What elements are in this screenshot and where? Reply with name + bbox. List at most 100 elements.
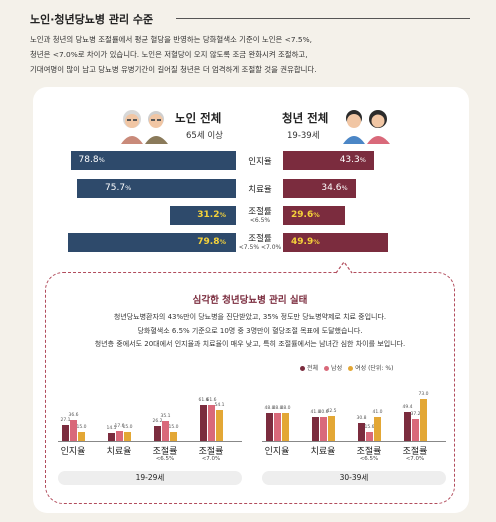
mini-bar-value: 27.1 [60, 418, 71, 424]
youth-bar: 34.6% [283, 179, 356, 198]
youth-bar-value: 29.6% [291, 210, 320, 220]
title-divider [176, 18, 470, 19]
detail-title: 심각한 청년당뇨병 관리 실태 [192, 295, 308, 306]
mini-bar [70, 419, 77, 441]
senior-bar: 78.8% [70, 151, 236, 170]
mini-bar-value: 61.6 [198, 398, 209, 404]
senior-subtitle: 65세 이상 [186, 131, 223, 141]
category-label-text: 조절률 [248, 207, 272, 217]
callout-pointer [335, 260, 353, 274]
youth-bar-value: 49.9% [291, 237, 320, 247]
youth-bar: 43.3% [283, 151, 374, 170]
mini-category-sublabel: <7.0% [405, 456, 425, 462]
mini-bar [374, 417, 381, 441]
mini-bar [108, 432, 115, 441]
detail-line: 당화혈색소 6.5% 기준으로 10명 중 3명만이 혈당조절 목표에 도달했습… [137, 326, 363, 335]
category-sublabel: <7.5% <7.0% [238, 244, 282, 251]
detail-line: 청년당뇨병환자의 43%만이 당뇨병을 진단받았고, 35% 정도만 당뇨병약제… [113, 313, 387, 321]
mini-bar [420, 398, 427, 441]
mini-bar [412, 419, 419, 441]
mini-bar-value: 36.6 [68, 412, 79, 418]
mini-bar [312, 417, 319, 441]
mini-category-sublabel: <6.5% [155, 456, 175, 462]
mini-bar-value: 73.0 [418, 391, 429, 397]
legend: 전체 남성 여성 (단위: %) [300, 363, 393, 372]
mini-bar [274, 413, 281, 441]
category-sublabel: <6.5% [249, 217, 271, 224]
mini-bar-value: 40.6 [318, 410, 329, 416]
mini-bar-value: 49.4 [402, 405, 413, 411]
mini-bar [200, 405, 207, 441]
mini-bar-value: 48.0 [272, 406, 283, 412]
mini-bar [78, 432, 85, 441]
mini-category-label: 인지율 [60, 447, 86, 457]
category-label-text: 치료율 [248, 185, 272, 195]
mini-bar-value: 15.6 [364, 424, 375, 430]
mini-bar-value: 54.1 [214, 402, 225, 408]
description-line: 노인과 청년의 당뇨병 조절률에서 평균 혈당을 반영하는 당화혈색소 기준이 … [30, 35, 312, 44]
mini-bar-value: 30.8 [356, 416, 367, 422]
mini-chart-baseline [262, 441, 446, 442]
mini-bar [404, 412, 411, 441]
mini-bar [208, 405, 215, 441]
mini-bar-value: 42.5 [326, 409, 337, 415]
senior-bar-value: 31.2% [197, 210, 226, 220]
mini-bar-value: 61.6 [206, 398, 217, 404]
detail-box [45, 272, 455, 504]
mini-bar [170, 432, 177, 441]
senior-bar: 79.8% [68, 233, 236, 252]
mini-category-sublabel: <6.5% [359, 456, 379, 462]
senior-bar-value: 75.7% [105, 183, 132, 193]
mini-bar-value: 37.2 [410, 412, 421, 418]
mini-chart-baseline [58, 441, 242, 442]
category-label: 인지율 [230, 155, 290, 167]
percent-sign: % [313, 211, 320, 219]
mini-bar-value: 48.0 [280, 406, 291, 412]
mini-bar-value: 26.2 [152, 418, 163, 424]
mini-bar [328, 416, 335, 441]
mini-bar [162, 420, 169, 441]
mini-bar [216, 409, 223, 441]
senior-bar: 31.2% [170, 206, 236, 225]
mini-category-label: 치료율 [106, 447, 132, 457]
mini-bar-value: 15.0 [122, 425, 133, 431]
mini-bar-value: 35.1 [160, 413, 171, 419]
mini-category-label: 치료율 [310, 447, 336, 457]
percent-sign: % [359, 156, 366, 164]
mini-bar-value: 17.6 [114, 423, 125, 429]
percent-sign: % [219, 211, 226, 219]
mini-bar [266, 413, 273, 441]
legend-male: 남성 [324, 363, 342, 372]
mini-bar-value: 15.0 [76, 425, 87, 431]
senior-bar-value: 78.8% [78, 155, 105, 165]
age-group-label: 19-29세 [58, 471, 242, 485]
mini-bar [282, 413, 289, 441]
mini-bar-value: 41.0 [372, 410, 383, 416]
mini-category-label: 조절률 [356, 447, 382, 457]
mini-bar [62, 425, 69, 441]
youth-bar: 49.9% [283, 233, 388, 252]
percent-sign: % [98, 156, 105, 164]
percent-sign: % [125, 184, 132, 192]
description-line: 기대여명이 많이 남고 당뇨병 유병기간이 길어질 청년은 더 엄격하게 조절할… [30, 65, 317, 74]
mini-bar-value: 41.0 [310, 410, 321, 416]
mini-bar [366, 431, 373, 441]
age-group-label: 30-39세 [262, 471, 446, 485]
youth-subtitle: 19-39세 [287, 131, 320, 141]
mini-bar [358, 423, 365, 441]
youth-couple-icon [343, 110, 390, 144]
percent-sign: % [313, 238, 320, 246]
mini-bar-value: 48.0 [264, 406, 275, 412]
mini-bar [320, 417, 327, 441]
legend-female: 여성 (단위: %) [348, 363, 393, 372]
senior-title: 노인 전체 [175, 111, 222, 125]
youth-bar: 29.6% [283, 206, 346, 225]
description-line: 청년은 <7.0%로 차이가 있습니다. 노인은 저혈당이 오지 않도록 조금 … [30, 50, 308, 59]
youth-bar-value: 34.6% [321, 183, 348, 193]
page-title: 노인·청년당뇨병 관리 수준 [30, 13, 154, 26]
percent-sign: % [341, 184, 348, 192]
category-label: 조절률 <7.5% <7.0% [230, 232, 290, 251]
mini-bar [124, 432, 131, 441]
senior-bar: 75.7% [77, 179, 236, 198]
detail-text: 청년당뇨병환자의 43%만이 당뇨병을 진단받았고, 35% 정도만 당뇨병약제… [50, 311, 450, 352]
